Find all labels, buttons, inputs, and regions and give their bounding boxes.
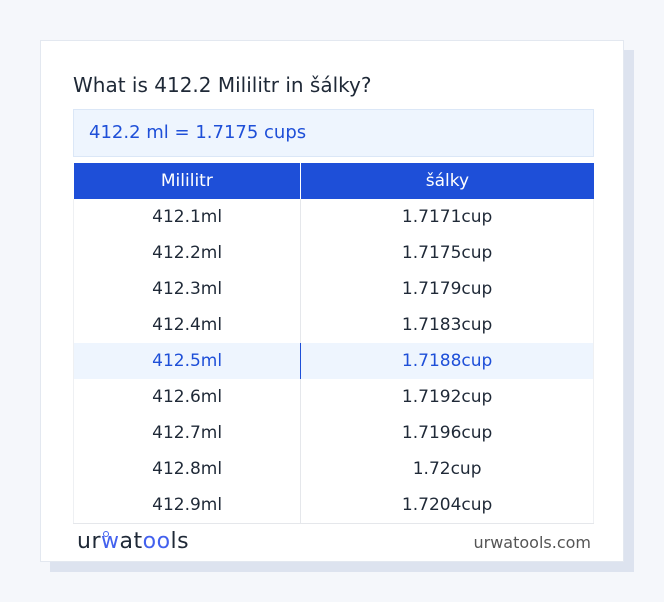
conversion-table: Mililitr šálky 412.1ml 1.7171cup 412.2ml 1.… bbox=[73, 163, 594, 524]
ml-cell: 412.7ml bbox=[73, 415, 302, 451]
converter-card: What is 412.2 Mililitr in šálky? 412.2 m… bbox=[40, 40, 624, 562]
ml-cell: 412.4ml bbox=[73, 307, 302, 343]
cup-cell: 1.7171cup bbox=[401, 207, 493, 227]
ml-cell: 412.8ml bbox=[73, 451, 302, 487]
cup-cell: 1.7192cup bbox=[401, 387, 493, 407]
column-header-salky: šálky bbox=[300, 163, 594, 199]
cup-cell: 1.7188cup bbox=[300, 343, 594, 379]
table-row: 412.9ml 1.7204cup bbox=[73, 487, 594, 524]
table-row: 412.1ml 1.7171cup bbox=[73, 199, 594, 235]
cup-cell: 1.7179cup bbox=[401, 279, 493, 299]
column-header-mililitr: Mililitr bbox=[73, 163, 302, 199]
table-row: 412.6ml 1.7192cup bbox=[73, 379, 594, 415]
cup-cell: 1.7175cup bbox=[401, 243, 493, 263]
table-row: 412.5ml 1.7188cup bbox=[73, 343, 594, 379]
ml-cell: 412.2ml bbox=[73, 235, 302, 271]
site-link[interactable]: urwatools.com bbox=[473, 533, 592, 552]
table-row: 412.8ml 1.72cup bbox=[73, 451, 594, 487]
cup-cell: 1.7183cup bbox=[401, 315, 493, 335]
urwatools-logo[interactable]: urw atools bbox=[77, 529, 190, 554]
page-title: What is 412.2 Mililitr in šálky? bbox=[73, 73, 372, 97]
conversion-result: 412.2 ml = 1.7175 cups bbox=[73, 109, 594, 157]
table-row: 412.3ml 1.7179cup bbox=[73, 271, 594, 307]
cup-cell: 1.7204cup bbox=[300, 487, 594, 524]
ml-cell: 412.5ml bbox=[73, 343, 302, 379]
cup-cell: 1.72cup bbox=[412, 459, 482, 479]
table-row: 412.2ml 1.7175cup bbox=[73, 235, 594, 271]
table-row: 412.7ml 1.7196cup bbox=[73, 415, 594, 451]
cup-cell: 1.7196cup bbox=[401, 423, 493, 443]
table-row: 412.4ml 1.7183cup bbox=[73, 307, 594, 343]
ml-cell: 412.3ml bbox=[73, 271, 302, 307]
ml-cell: 412.9ml bbox=[73, 487, 302, 524]
ml-cell: 412.1ml bbox=[73, 199, 302, 235]
ml-cell: 412.6ml bbox=[73, 379, 302, 415]
